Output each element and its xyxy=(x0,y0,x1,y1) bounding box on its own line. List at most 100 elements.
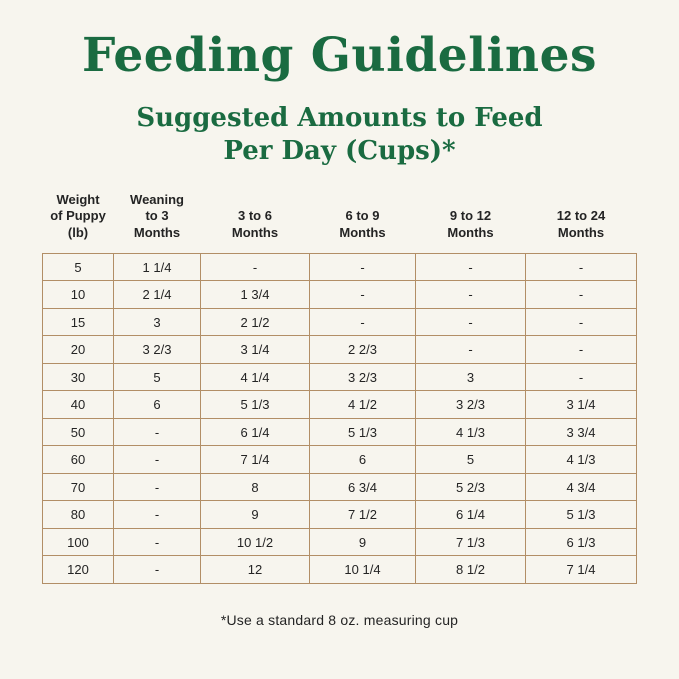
table-row: 40 6 5 1/3 4 1/2 3 2/3 3 1/4 xyxy=(42,390,637,419)
amount-cell: - xyxy=(113,445,201,474)
column-header: 6 to 9 Months xyxy=(339,208,386,240)
amount-cell: 5 1/3 xyxy=(200,390,310,419)
weight-cell: 70 xyxy=(42,472,114,502)
column-header: Weaning to 3 Months xyxy=(130,192,184,240)
amount-cell: 5 xyxy=(113,362,201,392)
table-row: 60-7 1/4 6 5 4 1/3 xyxy=(42,445,637,474)
amount-cell: 3 1/4 xyxy=(200,335,310,364)
weight-cell: 30 xyxy=(42,362,114,392)
amount-cell: 3 2/3 xyxy=(415,390,526,419)
weight-cell: 20 xyxy=(42,335,114,364)
amount-cell: 4 1/4 xyxy=(200,362,310,392)
page-title: Feeding Guidelines xyxy=(82,28,597,83)
amount-cell: 2 1/4 xyxy=(113,280,201,309)
amount-cell: 7 1/3 xyxy=(415,527,526,557)
table-row: 50-6 1/4 5 1/3 4 1/3 3 3/4 xyxy=(42,417,637,447)
amount-cell: 7 1/4 xyxy=(200,445,310,474)
table-row: 10 2 1/4 1 3/4- - - xyxy=(42,280,637,309)
column-header: 12 to 24 Months xyxy=(556,208,606,240)
feeding-table-head: Weight of Puppy (lb) Weaning to 3 Months 3… xyxy=(43,192,637,253)
footnote: *Use a standard 8 oz. measuring cup xyxy=(220,611,459,628)
weight-cell: 100 xyxy=(42,527,114,557)
feeding-table: Weight of Puppy (lb) Weaning to 3 Months 3… xyxy=(42,192,637,584)
amount-cell: - xyxy=(415,307,526,337)
amount-cell: 8 1/2 xyxy=(415,555,526,584)
amount-cell: 6 1/4 xyxy=(200,417,310,447)
table-row: 15 3 2 1/2- - - xyxy=(42,307,637,337)
amount-cell: - xyxy=(113,527,201,557)
subtitle-line-1: Suggested Amounts to Feed xyxy=(136,102,543,133)
amount-cell: - xyxy=(113,500,201,529)
amount-cell: 4 1/3 xyxy=(415,417,526,447)
table-row: 80-9 7 1/2 6 1/4 5 1/3 xyxy=(42,500,637,529)
amount-cell: 2 2/3 xyxy=(309,335,416,364)
amount-cell: 1 1/4 xyxy=(113,252,201,282)
amount-cell: 5 xyxy=(415,445,526,474)
amount-cell: 7 1/2 xyxy=(309,500,416,529)
amount-cell: - xyxy=(309,252,416,282)
header-row: Weight of Puppy (lb) Weaning to 3 Months 3… xyxy=(43,192,637,253)
column-header: Weight of Puppy (lb) xyxy=(50,192,106,240)
table-row: 70-8 6 3/4 5 2/3 4 3/4 xyxy=(42,472,637,502)
amount-cell: - xyxy=(525,280,637,309)
amount-cell: 2 1/2 xyxy=(200,307,310,337)
amount-cell: - xyxy=(415,280,526,309)
amount-cell: 12 xyxy=(200,555,310,584)
amount-cell: - xyxy=(525,307,637,337)
amount-cell: 9 xyxy=(200,500,310,529)
weight-cell: 40 xyxy=(42,390,114,419)
amount-cell: - xyxy=(415,252,526,282)
amount-cell: 9 xyxy=(309,527,416,557)
amount-cell: 6 xyxy=(113,390,201,419)
subtitle-line-2: Per Day (Cups)* xyxy=(223,135,456,166)
amount-cell: 3 1/4 xyxy=(525,390,637,419)
amount-cell: 3 3/4 xyxy=(525,417,637,447)
amount-cell: - xyxy=(525,362,637,392)
amount-cell: - xyxy=(113,472,201,502)
table-row: 20 3 2/3 3 1/4 2 2/3- - xyxy=(42,335,637,364)
amount-cell: 5 2/3 xyxy=(415,472,526,502)
amount-cell: 5 1/3 xyxy=(525,500,637,529)
weight-cell: 50 xyxy=(42,417,114,447)
page-subtitle: Suggested Amounts to Feed Per Day (Cups)… xyxy=(0,102,679,169)
weight-cell: 80 xyxy=(42,500,114,529)
amount-cell: 3 2/3 xyxy=(113,335,201,364)
weight-cell: 15 xyxy=(42,307,114,337)
amount-cell: - xyxy=(113,555,201,584)
amount-cell: - xyxy=(525,252,637,282)
column-header: 9 to 12 Months xyxy=(447,208,494,240)
amount-cell: - xyxy=(415,335,526,364)
amount-cell: - xyxy=(200,252,310,282)
amount-cell: - xyxy=(113,417,201,447)
amount-cell: 6 1/3 xyxy=(525,527,637,557)
amount-cell: 10 1/4 xyxy=(309,555,416,584)
amount-cell: 5 1/3 xyxy=(309,417,416,447)
weight-cell: 60 xyxy=(42,445,114,474)
column-header: 3 to 6 Months xyxy=(231,208,279,240)
amount-cell: 1 3/4 xyxy=(200,280,310,309)
amount-cell: 6 3/4 xyxy=(309,472,416,502)
amount-cell: 6 1/4 xyxy=(415,500,526,529)
amount-cell: 4 1/2 xyxy=(309,390,416,419)
weight-cell: 120 xyxy=(42,555,114,584)
table-row: 30 5 4 1/4 3 2/3 3- xyxy=(42,362,637,392)
amount-cell: 6 xyxy=(309,445,416,474)
amount-cell: 4 1/3 xyxy=(525,445,637,474)
amount-cell: - xyxy=(525,335,637,364)
amount-cell: 3 2/3 xyxy=(309,362,416,392)
table-row: 120-12 10 1/4 8 1/2 7 1/4 xyxy=(42,555,637,584)
amount-cell: 7 1/4 xyxy=(525,555,637,584)
amount-cell: - xyxy=(309,280,416,309)
amount-cell: 3 xyxy=(113,307,201,337)
amount-cell: 3 xyxy=(415,362,526,392)
amount-cell: 4 3/4 xyxy=(525,472,637,502)
amount-cell: 8 xyxy=(200,472,310,502)
table-row: 100-10 1/2 9 7 1/3 6 1/3 xyxy=(42,527,637,557)
weight-cell: 5 xyxy=(42,252,114,282)
amount-cell: 10 1/2 xyxy=(200,527,310,557)
amount-cell: - xyxy=(309,307,416,337)
weight-cell: 10 xyxy=(42,280,114,309)
